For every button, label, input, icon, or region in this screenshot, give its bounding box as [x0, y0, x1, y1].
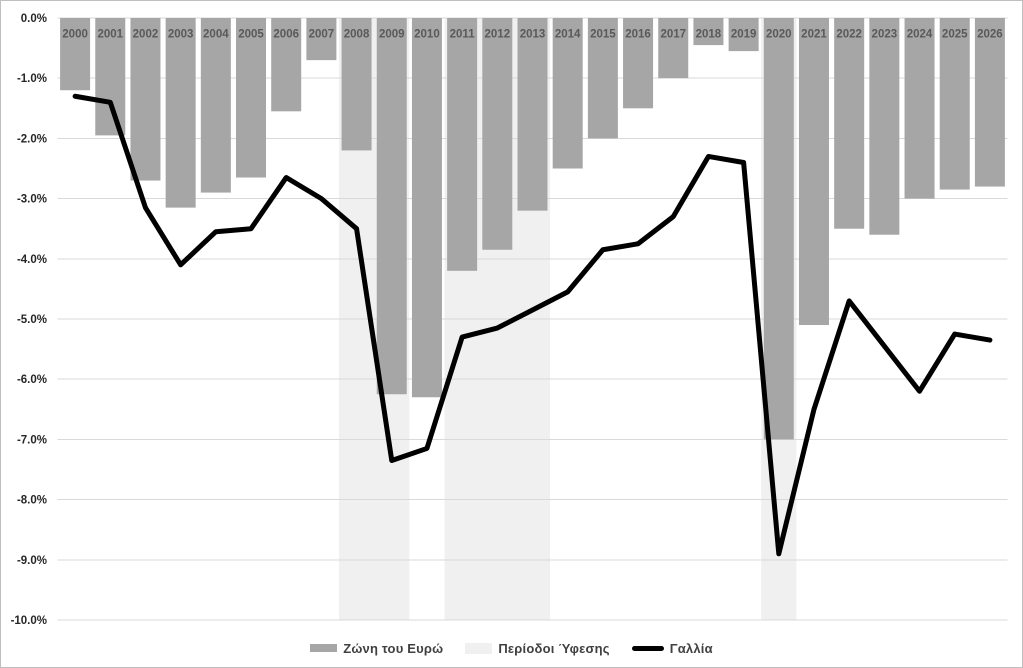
y-axis-label: 0.0%: [21, 13, 47, 25]
bar-2004: [200, 18, 231, 193]
year-label-2006: 2006: [273, 29, 299, 41]
bar-2015: [587, 18, 618, 139]
y-axis-label: -2.0%: [17, 133, 47, 145]
eurozone-bar-swatch-icon: [310, 644, 338, 652]
y-axis-label: -8.0%: [17, 495, 47, 507]
bar-2016: [623, 18, 654, 109]
bar-2002: [130, 18, 161, 181]
bar-2008: [341, 18, 372, 151]
bar-2020: [763, 18, 794, 440]
y-axis-label: -4.0%: [17, 254, 47, 266]
bar-2026: [974, 18, 1005, 187]
year-label-2016: 2016: [625, 29, 651, 41]
bar-2012: [482, 18, 513, 250]
year-label-2026: 2026: [977, 29, 1003, 41]
year-label-2019: 2019: [731, 29, 757, 41]
year-label-2003: 2003: [168, 29, 194, 41]
chart-legend: Ζώνη του Ευρώ Περίοδοι Ύφεσης Γαλλία: [1, 636, 1022, 660]
bar-2003: [165, 18, 196, 208]
year-label-2009: 2009: [379, 29, 405, 41]
year-label-2005: 2005: [238, 29, 264, 41]
bar-2013: [517, 18, 548, 211]
bar-2022: [834, 18, 865, 229]
year-label-2000: 2000: [62, 29, 88, 41]
legend-item-eurozone: Ζώνη του Ευρώ: [310, 641, 443, 656]
legend-item-france: Γαλλία: [631, 640, 713, 656]
bar-2014: [552, 18, 583, 169]
year-label-2021: 2021: [801, 29, 827, 41]
bar-2007: [306, 18, 337, 61]
legend-item-recession-periods: Περίοδοι Ύφεσης: [465, 640, 610, 656]
y-axis-label: -6.0%: [17, 374, 47, 386]
year-label-2004: 2004: [203, 29, 229, 41]
year-label-2015: 2015: [590, 29, 616, 41]
bar-2024: [904, 18, 935, 199]
year-label-2023: 2023: [872, 29, 898, 41]
year-label-2014: 2014: [555, 29, 581, 41]
recession-band-swatch-icon: [465, 642, 493, 654]
bar-2023: [869, 18, 900, 235]
year-label-2007: 2007: [309, 29, 335, 41]
year-label-2008: 2008: [344, 29, 370, 41]
bar-2025: [939, 18, 970, 190]
legend-label-france: Γαλλία: [669, 640, 713, 656]
legend-label-eurozone: Ζώνη του Ευρώ: [343, 640, 444, 656]
bar-2010: [411, 18, 442, 398]
year-label-2018: 2018: [696, 29, 722, 41]
year-label-2017: 2017: [660, 29, 686, 41]
year-label-2002: 2002: [133, 29, 159, 41]
france-line-swatch-icon: [631, 645, 664, 651]
bar-2018: [693, 18, 724, 46]
bar-2001: [95, 18, 126, 136]
y-axis-label: -9.0%: [17, 555, 47, 567]
legend-label-recession-periods: Περίοδοι Ύφεσης: [498, 640, 610, 656]
bar-2000: [60, 18, 91, 91]
year-label-2012: 2012: [485, 29, 511, 41]
bar-2017: [658, 18, 689, 79]
bar-2005: [236, 18, 267, 178]
bar-2019: [728, 18, 759, 52]
year-label-2010: 2010: [414, 29, 440, 41]
year-label-2011: 2011: [450, 29, 476, 41]
y-axis-label: -1.0%: [17, 73, 47, 85]
year-label-2025: 2025: [942, 29, 968, 41]
bar-2011: [447, 18, 478, 271]
y-axis-label: -10.0%: [11, 615, 47, 627]
bar-2006: [271, 18, 302, 112]
year-label-2020: 2020: [766, 29, 792, 41]
year-label-2013: 2013: [520, 29, 546, 41]
y-axis-label: -7.0%: [17, 434, 47, 446]
bar-2021: [798, 18, 829, 326]
y-axis-label: -3.0%: [17, 194, 47, 206]
bar-2009: [376, 18, 407, 395]
y-axis-label: -5.0%: [17, 314, 47, 326]
year-label-2022: 2022: [836, 29, 862, 41]
france-line: [72, 93, 993, 557]
year-label-2024: 2024: [907, 29, 933, 41]
year-label-2001: 2001: [97, 29, 123, 41]
